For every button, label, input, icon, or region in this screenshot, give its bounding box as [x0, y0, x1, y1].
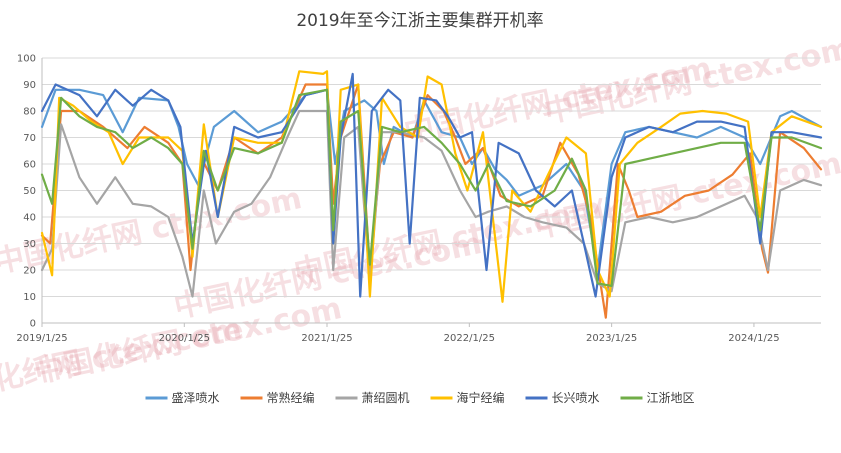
legend-label: 盛泽喷水	[172, 390, 220, 405]
legend: 盛泽喷水 常熟经编 萧绍圆机 海宁经编 长兴喷水 江浙地区	[145, 390, 695, 405]
legend-label: 长兴喷水	[552, 391, 600, 405]
x-tick-label: 2022/1/25	[444, 333, 495, 344]
x-tick-label: 2021/1/25	[301, 333, 352, 344]
y-tick-label: 70	[23, 133, 36, 144]
legend-label: 海宁经编	[457, 390, 505, 405]
legend-label: 萧绍圆机	[362, 391, 410, 405]
y-tick-label: 20	[23, 266, 36, 277]
y-axis: 0 10 20 30 40 50 60 70 80 90 100	[17, 54, 43, 330]
chart-title: 2019年至今江浙主要集群开机率	[296, 11, 543, 31]
x-tick-label: 2019/1/25	[16, 333, 67, 344]
legend-label: 江浙地区	[647, 391, 695, 405]
y-tick-label: 50	[23, 186, 36, 197]
legend-label: 常熟经编	[267, 390, 315, 405]
x-tick-label: 2023/1/25	[586, 333, 637, 344]
series-lines	[40, 70, 823, 319]
y-tick-label: 0	[30, 319, 36, 330]
series-line-长兴喷水	[40, 72, 823, 298]
y-tick-label: 30	[23, 239, 36, 250]
x-tick-label: 2024/1/25	[728, 333, 779, 344]
series-line-江浙地区	[40, 88, 823, 287]
y-tick-label: 90	[23, 80, 36, 91]
y-tick-label: 10	[23, 292, 36, 303]
y-tick-label: 100	[17, 54, 36, 65]
y-tick-label: 60	[23, 160, 36, 171]
y-tick-label: 80	[23, 107, 36, 118]
gridlines	[42, 57, 821, 324]
y-tick-label: 40	[23, 213, 36, 224]
x-tick-label: 2020/1/25	[159, 333, 210, 344]
x-axis: 2019/1/25 2020/1/25 2021/1/25 2022/1/25 2023…	[16, 323, 780, 344]
